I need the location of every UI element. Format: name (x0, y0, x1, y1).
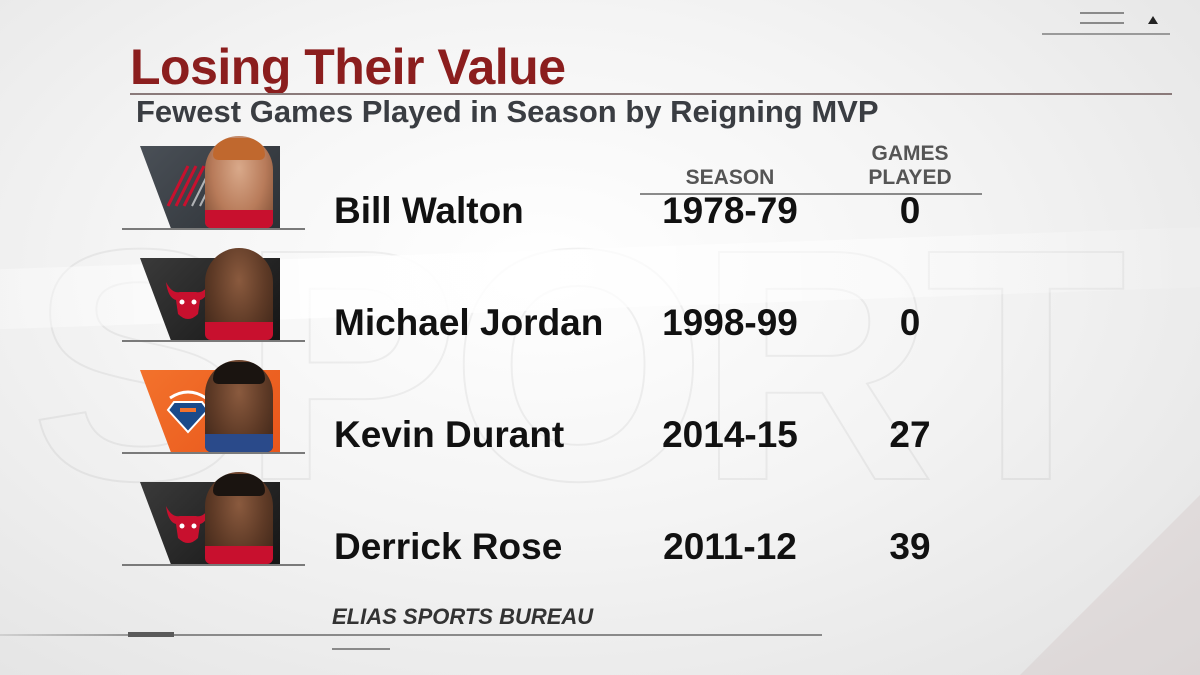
triangle-up-icon (1148, 16, 1158, 24)
footer-tab (128, 632, 174, 637)
season-value: 2011-12 (663, 526, 797, 567)
row-divider (122, 564, 305, 566)
row-divider (122, 228, 305, 230)
player-portrait (205, 472, 273, 564)
season-value: 2014-15 (662, 414, 798, 455)
header-divider (640, 193, 982, 195)
blazers-logo-icon (166, 165, 213, 207)
table-row: Michael Jordan 1998-99 0 (0, 248, 1200, 368)
top-divider (1042, 33, 1170, 35)
games-played-value: 0 (899, 302, 921, 343)
bulls-logo-icon (166, 506, 210, 543)
bulls-logo-icon (166, 282, 210, 319)
games-played-value: 27 (889, 414, 931, 455)
games-played-value: 0 (899, 190, 921, 231)
source-credit: ELIAS SPORTS BUREAU (332, 604, 594, 629)
player-portrait (205, 136, 273, 228)
source-divider (0, 634, 822, 636)
column-header-games-played: GAMES PLAYED (868, 142, 952, 189)
table-row: Bill Walton 1978-79 0 (0, 136, 1200, 256)
page-subtitle: Fewest Games Played in Season by Reignin… (136, 94, 879, 129)
row-divider (122, 452, 305, 454)
page-title: Losing Their Value (130, 39, 566, 95)
column-header-season: SEASON (685, 166, 775, 189)
title-divider (130, 93, 1172, 95)
player-portrait (205, 248, 273, 340)
games-played-value: 39 (889, 526, 931, 567)
corner-accent (1020, 495, 1200, 675)
menu-lines-icon (1080, 12, 1124, 26)
player-name: Michael Jordan (334, 302, 604, 343)
footer-short-divider (332, 648, 390, 650)
table-row: Kevin Durant 2014-15 27 (0, 360, 1200, 480)
season-value: 1978-79 (662, 190, 798, 231)
player-name: Bill Walton (334, 190, 524, 231)
player-name: Kevin Durant (334, 414, 565, 455)
row-divider (122, 340, 305, 342)
player-portrait (205, 360, 273, 452)
player-name: Derrick Rose (334, 526, 563, 567)
season-value: 1998-99 (662, 302, 798, 343)
table-row: Derrick Rose 2011-12 39 (0, 472, 1200, 592)
